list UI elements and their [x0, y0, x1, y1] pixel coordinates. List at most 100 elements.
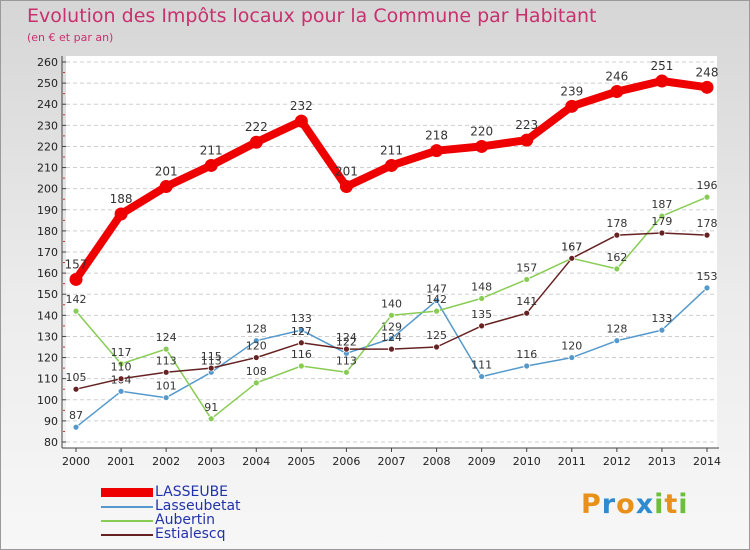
data-label: 108: [246, 365, 267, 378]
data-point: [207, 364, 215, 372]
data-label: 222: [245, 120, 268, 134]
data-label: 251: [650, 59, 673, 73]
data-label: 120: [561, 340, 582, 353]
y-tick-label: 210: [37, 162, 58, 175]
legend-label: LASSEUBE: [155, 484, 229, 500]
data-point: [252, 354, 260, 361]
data-point: [613, 337, 621, 345]
x-tick-label: 2012: [603, 455, 631, 468]
y-tick-label: 130: [37, 330, 58, 343]
y-tick-label: 170: [37, 246, 58, 259]
data-point: [72, 307, 80, 315]
data-label: 218: [425, 129, 448, 143]
data-point: [72, 385, 80, 393]
data-point: [162, 394, 170, 402]
x-tick-label: 2007: [378, 455, 406, 468]
data-label: 91: [204, 401, 218, 414]
data-label: 147: [426, 283, 447, 296]
data-label: 140: [381, 297, 402, 310]
data-point: [297, 362, 305, 370]
data-point: [658, 212, 666, 220]
data-label: 113: [201, 354, 222, 367]
logo-letter: o: [616, 489, 636, 520]
data-point: [249, 135, 263, 149]
data-point: [520, 133, 534, 147]
y-tick-label: 110: [37, 373, 58, 386]
data-point: [565, 99, 579, 113]
data-label: 178: [606, 217, 627, 230]
data-label: 124: [336, 331, 357, 344]
data-label: 133: [651, 312, 672, 325]
data-point: [162, 368, 170, 376]
y-tick-label: 260: [37, 56, 58, 69]
y-tick-label: 140: [37, 309, 58, 322]
data-point: [568, 254, 576, 262]
legend-label: Aubertin: [155, 512, 215, 528]
legend-swatch: [101, 506, 153, 508]
data-point: [610, 85, 624, 99]
logo-letter: i: [654, 489, 665, 520]
data-label: 167: [561, 240, 582, 253]
data-label: 127: [291, 325, 312, 338]
data-point: [658, 229, 666, 237]
x-tick-label: 2009: [468, 455, 496, 468]
y-tick-label: 230: [37, 119, 58, 132]
x-tick-label: 2003: [197, 455, 225, 468]
data-label: 124: [381, 331, 402, 344]
chart-subtitle: (en € et par an): [27, 31, 114, 44]
data-label: 211: [200, 143, 223, 157]
data-point: [117, 387, 125, 395]
data-label: 87: [69, 409, 83, 422]
x-tick-label: 2000: [62, 455, 90, 468]
data-point: [700, 80, 714, 94]
data-point: [523, 309, 531, 317]
x-tick-label: 2001: [107, 455, 135, 468]
data-label: 135: [471, 308, 492, 321]
logo-letter: P: [581, 489, 602, 520]
y-tick-label: 120: [37, 352, 58, 365]
data-label: 110: [111, 361, 132, 374]
data-point: [343, 345, 350, 353]
data-label: 116: [516, 348, 537, 361]
logo-letter: x: [635, 489, 655, 520]
data-label: 128: [606, 323, 627, 336]
data-point: [658, 326, 666, 334]
data-point: [339, 180, 353, 194]
data-point: [430, 144, 444, 158]
data-label: 148: [471, 280, 492, 293]
data-label: 201: [155, 165, 178, 179]
data-point: [433, 307, 440, 315]
x-tick-label: 2013: [648, 455, 676, 468]
data-label: 142: [426, 293, 447, 306]
y-tick-label: 250: [37, 77, 58, 90]
data-label: 248: [696, 65, 719, 79]
y-tick-label: 150: [37, 288, 58, 301]
logo-letter: t: [664, 489, 679, 520]
logo-letter: r: [601, 489, 617, 520]
data-label: 129: [381, 321, 402, 334]
data-point: [523, 362, 531, 370]
legend-swatch: [101, 520, 153, 522]
data-label: 125: [426, 329, 447, 342]
y-tick-label: 200: [37, 183, 58, 196]
data-point: [478, 373, 486, 380]
data-label: 153: [697, 270, 718, 283]
data-point: [388, 335, 395, 342]
data-label: 157: [516, 261, 537, 274]
data-label: 246: [605, 70, 628, 84]
data-point: [114, 207, 128, 221]
data-label: 167: [561, 240, 582, 253]
data-point: [159, 180, 173, 194]
y-tick-label: 180: [37, 225, 58, 238]
data-point: [204, 158, 218, 172]
data-label: 179: [651, 215, 672, 228]
y-tick-label: 220: [37, 140, 58, 153]
y-tick-label: 100: [37, 394, 58, 407]
chart-title: Evolution des Impôts locaux pour la Comm…: [27, 5, 597, 27]
x-tick-label: 2008: [423, 455, 451, 468]
data-point: [568, 354, 576, 361]
data-point: [655, 74, 669, 88]
x-tick-label: 2005: [287, 455, 315, 468]
